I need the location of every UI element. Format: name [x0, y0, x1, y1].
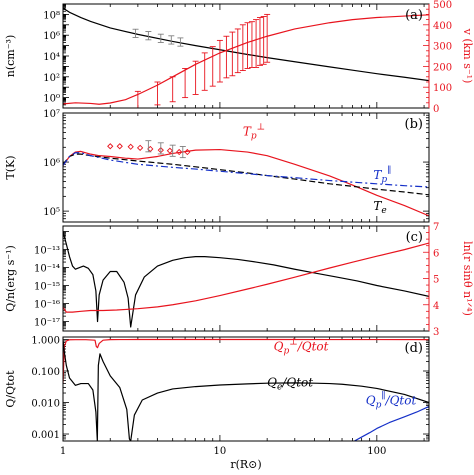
series-group	[63, 231, 429, 328]
y2-tick-label: 6	[433, 248, 439, 259]
y-tick-label: 10⁰	[43, 94, 60, 105]
y-tick-label: 10⁴	[43, 52, 60, 63]
y-tick-label: 10⁻¹⁵	[34, 282, 60, 293]
annotation: Tp∥	[373, 165, 391, 185]
panel-c-ylabel: Q/n(erg s⁻¹)	[4, 245, 17, 312]
panel-tag: (a)	[405, 8, 423, 23]
series-line	[63, 231, 429, 328]
annotation: Te	[373, 199, 386, 216]
y-tick-label: 10⁶	[43, 31, 60, 42]
y-tick-label: 0.010	[31, 399, 60, 410]
panel-frame	[62, 112, 430, 223]
panel-a-ylabel: n(cm⁻³)	[4, 35, 17, 77]
y2-tick-label: 0	[433, 104, 439, 115]
y-tick-label: 10⁸	[43, 10, 60, 21]
x-axis-label: r(R⊙)	[230, 458, 261, 471]
series-line	[63, 14, 429, 105]
panel-d-ylabel: Q/Qtot	[4, 370, 17, 408]
y2-tick-label: 7	[433, 222, 439, 233]
panel-b: 10⁵ 10⁶ 10⁷ (b) Tp⊥ Tp∥ Te	[43, 109, 430, 223]
y-tick-label: 10⁻¹³	[34, 245, 60, 256]
y-tick-label: 10⁻¹⁴	[34, 263, 60, 274]
panel-tag: (b)	[405, 117, 423, 132]
y-tick-label: 10⁻¹⁶	[34, 300, 60, 311]
series-line-Qp_perp	[63, 338, 429, 384]
diamond-marker	[136, 144, 144, 151]
panel-a: 10⁰ 10² 10⁴ 10⁶ 10⁸ 0 100 200 300 400 500 (a)	[43, 0, 452, 115]
y2-tick-label: 4	[433, 301, 439, 312]
y2-tick-label: 300	[433, 42, 452, 53]
diamond-marker	[116, 143, 123, 150]
x-tick-label: 100	[367, 446, 386, 457]
panel-d: 1 10 100 0.001 0.010 0.100 1.000 (d) Qp⊥/Qtot Qe/…	[31, 335, 430, 457]
x-tick-label: 10	[214, 446, 227, 457]
diamond-marker	[107, 143, 114, 150]
panel-c: 10⁻¹⁷ 10⁻¹⁶ 10⁻¹⁵ 10⁻¹⁴ 10⁻¹³ 3 4 5 6 7 (c)	[34, 222, 439, 338]
panel-a-y2label: v (km s⁻¹)	[461, 28, 474, 84]
y-tick-label: 10²	[43, 73, 60, 84]
series-group	[63, 140, 429, 217]
series-line-Tp_par	[63, 152, 429, 188]
diamond-marker	[176, 148, 183, 156]
panel-c-y2label: ln(r sinθ n¹ᐟ⁴)	[461, 241, 474, 316]
y-tick-label: 10⁻¹⁷	[34, 318, 60, 329]
y2-tick-label: 400	[433, 21, 452, 32]
panel-tag: (d)	[405, 341, 423, 356]
y2-tick-label: 500	[433, 0, 452, 11]
y-tick-label: 10⁷	[43, 109, 60, 120]
y-tick-label: 1.000	[31, 335, 60, 346]
series-group	[63, 7, 429, 108]
annotation: Qp⊥/Qtot	[274, 337, 329, 356]
series-group	[63, 338, 429, 441]
annotation: Qp∥/Qtot	[366, 391, 417, 411]
y2-tick-label: 3	[433, 327, 439, 338]
y-tick-label: 10⁶	[43, 158, 60, 169]
y2-tick-label: 100	[433, 83, 452, 94]
panel-frame	[62, 225, 430, 332]
diamond-marker	[166, 147, 174, 154]
y2-tick-label: 200	[433, 62, 452, 73]
series-line	[63, 242, 429, 313]
annotation: Qe/Qtot	[267, 376, 313, 393]
x-tick-label: 1	[60, 446, 66, 457]
diamond-marker	[127, 143, 134, 150]
panel-frame	[62, 336, 430, 442]
series-line-Te	[63, 153, 429, 196]
y-tick-label: 10⁵	[43, 207, 60, 218]
annotation: Tp⊥	[243, 122, 265, 141]
panel-frame	[62, 3, 430, 109]
series-line-Qp_par	[354, 405, 429, 441]
series-line-Qe	[63, 340, 429, 441]
series-line	[63, 7, 429, 82]
y-tick-label: 0.001	[31, 430, 60, 441]
diamond-marker	[184, 148, 191, 156]
y-tick-label: 0.100	[31, 367, 60, 378]
y2-tick-label: 5	[433, 275, 439, 286]
panel-b-ylabel: T(K)	[4, 155, 17, 179]
panel-tag: (c)	[406, 230, 423, 245]
